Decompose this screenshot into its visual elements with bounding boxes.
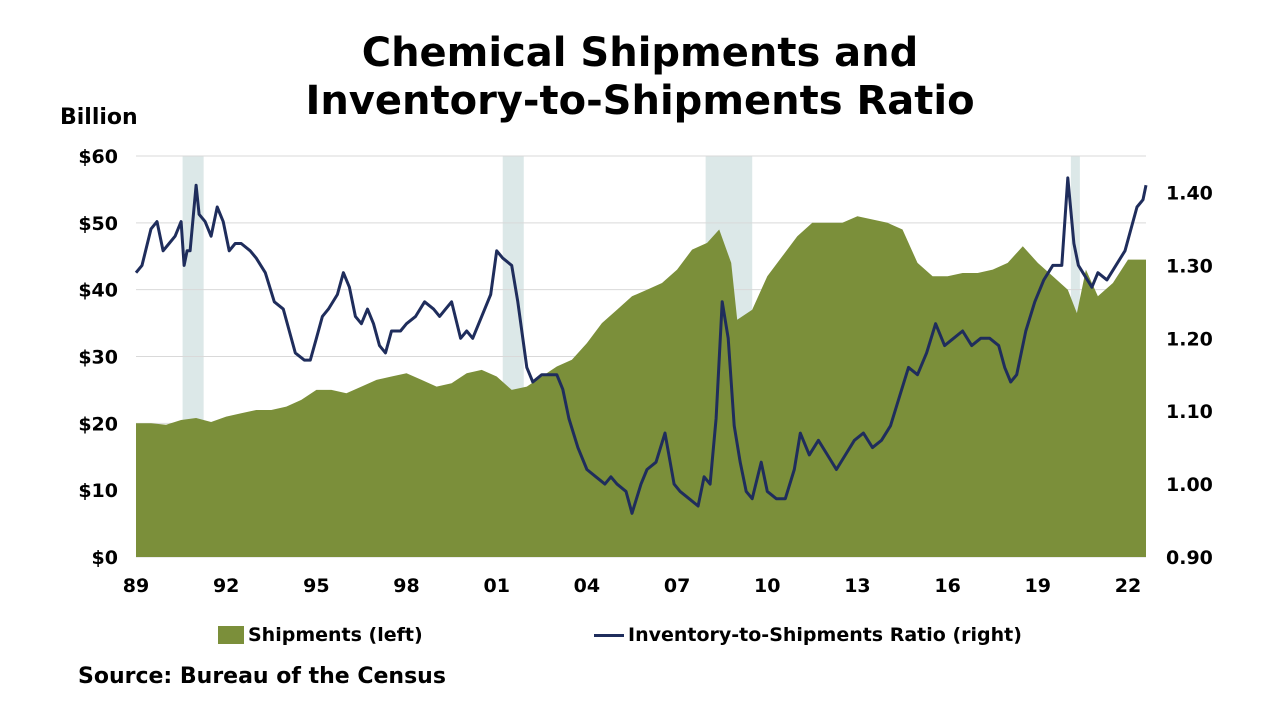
left-axis-tick-labels: $0 $10 $20 $30 $40 $50 $60 — [78, 146, 118, 569]
x-tick-label: 10 — [754, 575, 780, 597]
source-note: Source: Bureau of the Census — [78, 664, 446, 689]
right-tick-label: 1.20 — [1166, 328, 1213, 350]
chart-title-line-1: Chemical Shipments and — [361, 30, 919, 76]
legend-shipments-swatch — [218, 626, 244, 644]
left-tick-label: $40 — [78, 280, 118, 302]
shipments-area-layer — [136, 216, 1146, 557]
left-tick-label: $50 — [78, 213, 118, 235]
legend-shipments: Shipments (left) — [218, 624, 423, 646]
x-tick-label: 13 — [844, 575, 870, 597]
left-axis-unit: Billion — [60, 105, 138, 130]
shipments-area — [136, 216, 1146, 557]
x-tick-label: 92 — [213, 575, 239, 597]
x-tick-label: 95 — [303, 575, 329, 597]
x-tick-label: 98 — [393, 575, 419, 597]
x-tick-label: 16 — [934, 575, 960, 597]
x-axis-tick-labels: 89 92 95 98 01 04 07 10 13 16 19 22 — [123, 575, 1141, 597]
right-axis-tick-labels: 0.90 1.00 1.10 1.20 1.30 1.40 — [1166, 182, 1213, 569]
legend-ratio-label: Inventory-to-Shipments Ratio (right) — [628, 624, 1022, 646]
right-tick-label: 1.10 — [1166, 401, 1213, 423]
x-tick-label: 07 — [664, 575, 690, 597]
left-tick-label: $20 — [78, 413, 118, 435]
left-tick-label: $0 — [92, 547, 118, 569]
ratio-line — [134, 176, 1148, 515]
legend-ratio-swatch — [594, 633, 624, 637]
right-tick-label: 1.30 — [1166, 255, 1213, 277]
ratio-line-layer — [134, 176, 1148, 515]
left-tick-label: $10 — [78, 480, 118, 502]
x-tick-label: 01 — [483, 575, 509, 597]
x-tick-label: 04 — [574, 575, 600, 597]
right-tick-label: 0.90 — [1166, 547, 1213, 569]
right-tick-label: 1.40 — [1166, 182, 1213, 204]
legend-ratio: Inventory-to-Shipments Ratio (right) — [594, 624, 1022, 646]
left-tick-label: $30 — [78, 347, 118, 369]
left-tick-label: $60 — [78, 146, 118, 168]
x-tick-label: 89 — [123, 575, 149, 597]
x-tick-label: 22 — [1115, 575, 1141, 597]
legend-shipments-label: Shipments (left) — [248, 624, 423, 646]
right-tick-label: 1.00 — [1166, 474, 1213, 496]
x-tick-label: 19 — [1025, 575, 1051, 597]
chart-title-line-2: Inventory-to-Shipments Ratio — [305, 78, 975, 124]
